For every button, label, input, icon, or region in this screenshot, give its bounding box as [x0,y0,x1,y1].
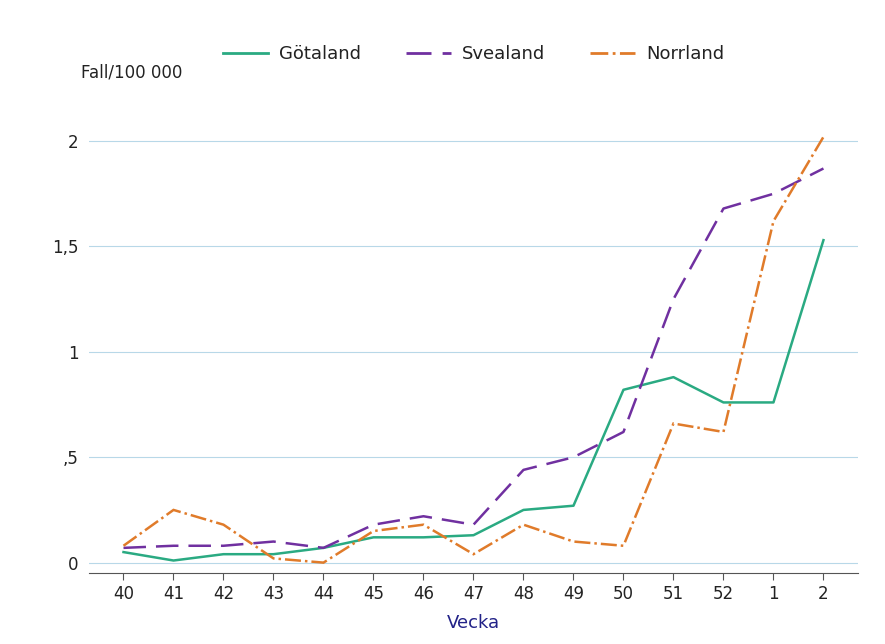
Legend: Götaland, Svealand, Norrland: Götaland, Svealand, Norrland [223,45,724,63]
X-axis label: Vecka: Vecka [447,614,500,632]
Text: Fall/100 000: Fall/100 000 [81,64,182,82]
